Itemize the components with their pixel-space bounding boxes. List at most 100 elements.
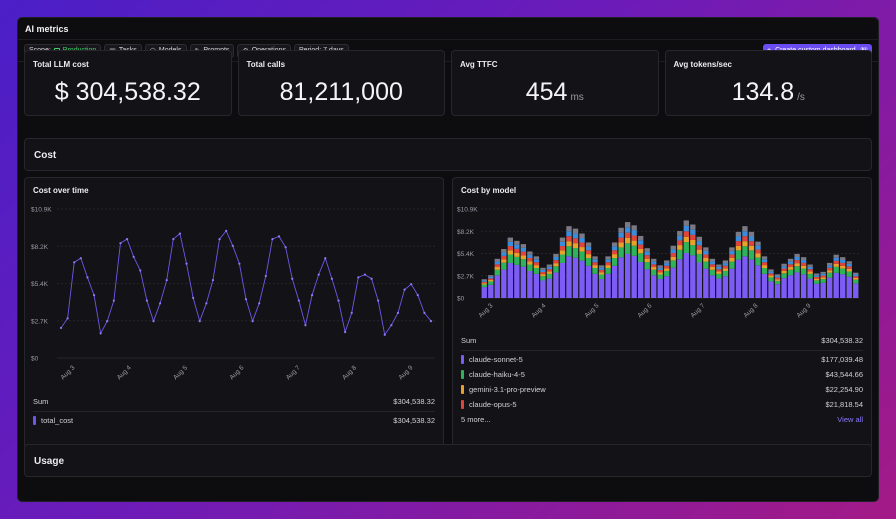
data-point <box>396 311 400 314</box>
bar-segment-other2 <box>853 272 859 275</box>
bar-segment-other1 <box>683 225 689 232</box>
bar-segment-gemini <box>481 283 487 285</box>
bar-segment-opus <box>735 241 742 246</box>
view-all-link[interactable]: View all <box>837 415 863 424</box>
legend-row[interactable]: claude-opus-5 $21,818.54 <box>461 400 863 409</box>
bar-segment-other2 <box>781 263 787 267</box>
bar-segment-other1 <box>846 263 852 267</box>
data-point <box>231 244 234 248</box>
bar-segment-other1 <box>488 276 494 279</box>
bar-segment-sonnet <box>507 262 513 298</box>
bar-segment-haiku <box>755 257 761 266</box>
bar-segment-sonnet <box>501 269 507 298</box>
series-swatch <box>461 400 464 409</box>
bar-segment-sonnet <box>846 276 852 298</box>
x-tick-label: Aug 5 <box>583 302 600 319</box>
bar-segment-opus <box>813 276 820 279</box>
x-tick-label: Aug 3 <box>477 302 494 319</box>
bar-segment-opus <box>807 269 813 272</box>
stat-value: 81,211,000 <box>239 78 445 107</box>
stat-number: 134.8 <box>731 78 795 106</box>
bar-segment-sonnet <box>638 262 644 298</box>
bar-segment-gemini <box>533 265 540 269</box>
bar-segment-other1 <box>546 266 553 270</box>
bar-segment-other1 <box>768 271 774 274</box>
bar-segment-other2 <box>827 262 833 266</box>
bar-segment-gemini <box>605 265 611 269</box>
usage-section-header[interactable]: Usage <box>24 444 872 477</box>
bar-segment-gemini <box>657 272 663 275</box>
legend-row[interactable]: gemini-3.1-pro-preview $22,254.90 <box>461 385 863 394</box>
bar-segment-other2 <box>488 275 494 277</box>
legend-row[interactable]: claude-haiku-4-5 $43,544.66 <box>461 370 863 379</box>
data-point <box>344 330 347 334</box>
series-swatch <box>33 416 36 425</box>
data-point <box>192 296 195 299</box>
bar-segment-haiku <box>546 273 553 279</box>
cost-section-header[interactable]: Cost <box>24 138 872 171</box>
bar-segment-other2 <box>840 257 846 261</box>
bar-segment-other2 <box>820 271 826 274</box>
bar-segment-other1 <box>592 259 598 263</box>
bar-segment-opus <box>729 254 735 259</box>
bar-segment-opus <box>703 254 709 259</box>
legend-row[interactable]: total_cost $304,538.32 <box>33 416 435 425</box>
bar-segment-other1 <box>533 259 540 263</box>
x-tick-label: Aug 9 <box>397 364 414 381</box>
data-point <box>403 288 406 291</box>
bar-segment-other2 <box>742 226 748 232</box>
bar-segment-haiku <box>611 258 618 266</box>
data-point <box>99 332 102 335</box>
bar-segment-other2 <box>611 242 618 247</box>
data-point <box>198 319 201 323</box>
bar-segment-haiku <box>651 269 657 276</box>
legend-row[interactable]: claude-sonnet-5 $177,039.48 <box>461 355 863 364</box>
bar-segment-gemini <box>716 271 722 274</box>
bar-segment-other2 <box>664 260 670 264</box>
more-row: 5 more... View all <box>461 415 863 424</box>
bar-segment-sonnet <box>794 272 800 298</box>
bar-segment-opus <box>853 276 859 279</box>
bar-segment-haiku <box>598 274 605 280</box>
bar-segment-haiku <box>533 268 540 274</box>
bar-segment-gemini <box>768 275 774 278</box>
data-point <box>370 277 373 280</box>
bar-segment-other1 <box>853 274 859 277</box>
bar-segment-gemini <box>520 255 527 260</box>
stat-value: $ 304,538.32 <box>25 78 231 107</box>
bar-segment-gemini <box>748 245 755 251</box>
bar-segment-other1 <box>722 263 729 266</box>
x-tick-label: Aug 7 <box>689 302 706 319</box>
bar-segment-other1 <box>807 266 813 270</box>
bar-segment-gemini <box>566 241 572 247</box>
y-tick-label: $5.4K <box>31 281 49 288</box>
bar-segment-other1 <box>690 229 696 235</box>
sum-label: Sum <box>33 397 49 406</box>
bar-segment-opus <box>820 275 826 278</box>
more-models-link[interactable]: 5 more... <box>461 415 491 424</box>
bar-segment-sonnet <box>579 260 585 298</box>
bar-segment-other2 <box>631 225 637 231</box>
bar-segment-haiku <box>514 256 520 265</box>
bar-segment-sonnet <box>748 259 755 298</box>
bar-segment-sonnet <box>481 287 487 298</box>
bar-segment-haiku <box>781 273 787 279</box>
bar-segment-gemini <box>703 258 709 262</box>
bar-segment-other2 <box>579 233 585 239</box>
y-tick-label: $0 <box>31 356 39 363</box>
bar-segment-gemini <box>840 265 846 269</box>
bar-segment-opus <box>605 262 611 266</box>
bar-segment-other2 <box>670 245 676 250</box>
y-tick-label: $5.4K <box>457 251 475 258</box>
x-tick-label: Aug 6 <box>228 364 245 381</box>
bar-segment-other2 <box>624 222 631 228</box>
data-point <box>86 276 89 279</box>
bar-segment-haiku <box>748 250 755 260</box>
bar-segment-other2 <box>716 264 722 267</box>
bar-segment-opus <box>585 250 592 255</box>
bar-segment-haiku <box>800 268 807 275</box>
bar-segment-other2 <box>585 242 592 247</box>
bar-segment-other1 <box>566 231 572 237</box>
bar-segment-gemini <box>579 247 585 252</box>
bar-segment-gemini <box>807 271 813 274</box>
